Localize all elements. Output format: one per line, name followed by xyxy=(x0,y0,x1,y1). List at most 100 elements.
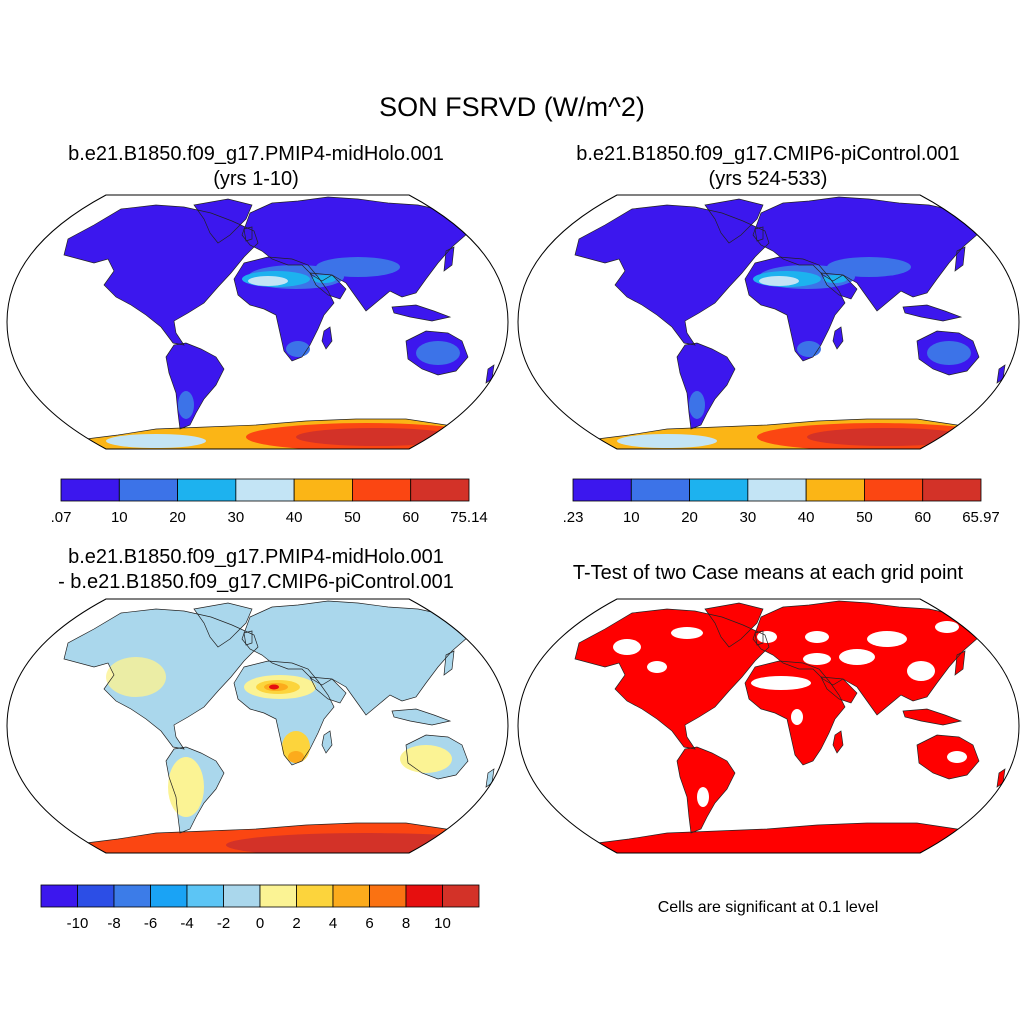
not-significant-patch xyxy=(647,661,667,673)
colorbar-box xyxy=(293,478,353,502)
colorbar-box xyxy=(235,478,295,502)
panel-3-title-line1: b.e21.B1850.f09_g17.PMIP4-midHolo.001 xyxy=(68,546,444,568)
coastline xyxy=(233,256,335,362)
coastline xyxy=(243,630,253,646)
significance-note: Cells are significant at 0.1 level xyxy=(657,899,879,916)
colorbar-box xyxy=(77,884,115,908)
land-uk xyxy=(755,227,763,241)
not-significant-patch xyxy=(791,709,803,725)
colorbar-label: 40 xyxy=(286,509,303,526)
colorbar-box xyxy=(410,478,470,502)
coastline xyxy=(321,730,333,754)
sahara-peak-region xyxy=(248,276,288,286)
colorbar-box xyxy=(223,884,261,908)
land-eurasia xyxy=(242,197,468,311)
coastline xyxy=(165,746,225,834)
coastline xyxy=(193,602,253,648)
map-content xyxy=(518,195,1019,449)
coastline xyxy=(321,326,333,350)
colorbar-label: 10 xyxy=(111,509,128,526)
colorbar-box xyxy=(572,478,632,502)
coastline xyxy=(241,196,469,312)
panel-3-title: b.e21.B1850.f09_g17.PMIP4-midHolo.001 - … xyxy=(0,545,512,595)
colorbar-label: 50 xyxy=(344,509,361,526)
colorbar-box xyxy=(352,478,412,502)
map-boundary xyxy=(6,598,509,854)
not-significant-patch xyxy=(947,751,967,763)
coastline xyxy=(233,660,335,766)
arabia-high-region xyxy=(823,275,847,283)
coastline xyxy=(754,630,764,646)
coastline xyxy=(744,660,846,766)
north-america-warm xyxy=(106,657,166,697)
picontrol-map xyxy=(517,194,1020,450)
significant-madagascar xyxy=(833,731,843,753)
coastline xyxy=(704,198,764,244)
sahara-peak-region xyxy=(759,276,799,286)
coastline xyxy=(165,342,225,430)
not-significant-patch xyxy=(907,661,935,681)
not-significant-patch xyxy=(867,631,907,647)
not-significant-patch xyxy=(751,676,811,690)
panel-2-title-line2: (yrs 524-533) xyxy=(708,168,828,190)
land-uk xyxy=(244,631,252,645)
colorbar-label: 2 xyxy=(292,915,300,932)
coastline xyxy=(820,676,858,704)
not-significant-patch xyxy=(805,631,829,643)
colorbar-label: 20 xyxy=(681,509,698,526)
panel-1-title-line2: (yrs 1-10) xyxy=(213,168,299,190)
colorbar-box xyxy=(864,478,924,502)
coastline xyxy=(443,650,455,676)
coastline xyxy=(902,304,963,322)
coastline xyxy=(832,326,844,350)
colorbar-label: 10 xyxy=(623,509,640,526)
land-greenland xyxy=(194,199,252,243)
land-eurasia xyxy=(753,197,979,311)
not-significant-patch xyxy=(935,621,959,633)
map-content xyxy=(7,599,508,853)
central-asia-mid-region xyxy=(827,257,911,277)
not-significant-patch xyxy=(839,649,875,665)
colorbar-label: 30 xyxy=(740,509,757,526)
coastline xyxy=(391,708,452,726)
colorbar-label: 6 xyxy=(365,915,373,932)
panel-3-title-line2: - b.e21.B1850.f09_g17.CMIP6-piControl.00… xyxy=(58,571,454,593)
difference-colorbar: -10 -8 -6 -4 -2 0 2 4 6 8 10 xyxy=(40,884,480,932)
map-content xyxy=(7,195,508,449)
map-content xyxy=(518,599,1019,853)
not-significant-patch xyxy=(671,627,703,639)
colorbar-box xyxy=(369,884,407,908)
colorbar-box xyxy=(296,884,334,908)
colorbar-label: 65.97 xyxy=(962,509,1000,526)
panel-4-title: T-Test of two Case means at each grid po… xyxy=(572,562,964,584)
map-boundary xyxy=(517,194,1020,450)
coastline xyxy=(954,246,966,272)
coastline xyxy=(752,196,980,312)
coastline xyxy=(916,734,980,780)
colorbar-label: 0 xyxy=(256,915,264,932)
not-significant-patch xyxy=(697,787,709,807)
colorbar-label: 20 xyxy=(169,509,186,526)
coastline xyxy=(405,734,469,780)
coastline xyxy=(443,246,455,272)
land-northAmerica xyxy=(575,205,769,345)
southern-africa-hot xyxy=(288,751,304,763)
panel-2-title-line1: b.e21.B1850.f09_g17.CMIP6-piControl.001 xyxy=(576,143,960,165)
colorbar-box xyxy=(747,478,807,502)
land-indonesia xyxy=(903,305,961,321)
patagonia-mid-region xyxy=(178,391,194,419)
coastline xyxy=(241,600,469,716)
colorbar-label: .07 xyxy=(51,509,72,526)
not-significant-patch xyxy=(613,639,641,655)
coastline xyxy=(820,272,858,300)
land-madagascar xyxy=(322,731,332,753)
colorbar-box xyxy=(405,884,443,908)
colorbar-label: 8 xyxy=(402,915,410,932)
colorbar-box xyxy=(40,884,78,908)
colorbar-label: 4 xyxy=(329,915,337,932)
colorbar-box xyxy=(113,884,151,908)
colorbar-label: 60 xyxy=(402,509,419,526)
land-uk xyxy=(244,227,252,241)
colorbar-box xyxy=(186,884,224,908)
coastline xyxy=(954,650,966,676)
